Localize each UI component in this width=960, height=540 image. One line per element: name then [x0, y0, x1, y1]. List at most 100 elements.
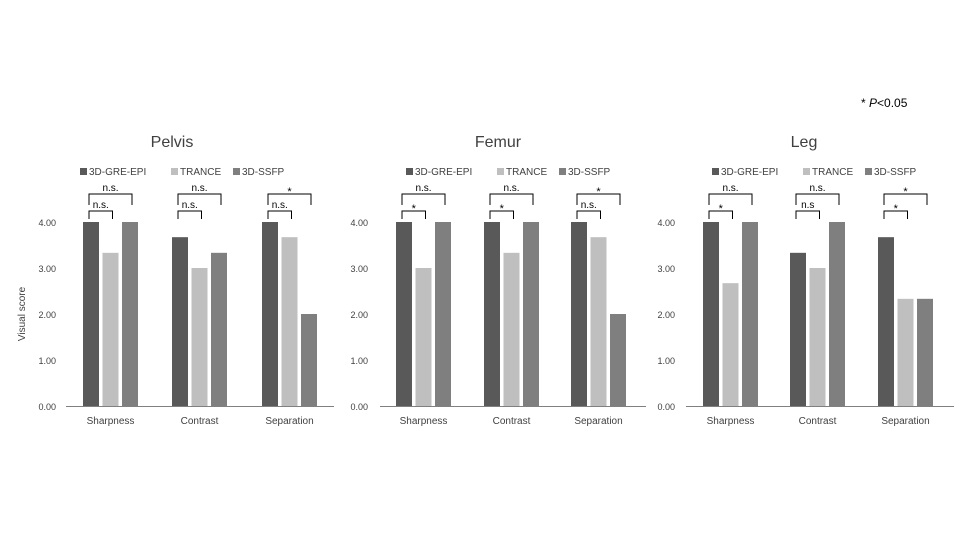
pelvis-bar-sharpness-0: [83, 222, 99, 406]
leg-significance-label: *: [894, 203, 899, 215]
significance-note: * P<0.05: [861, 96, 907, 110]
leg-legend-label-2: 3D-SSFP: [874, 167, 917, 178]
leg-x-tick-label: Sharpness: [707, 416, 755, 427]
pelvis-significance-bracket: [267, 210, 292, 219]
pelvis-bar-sharpness-2: [122, 222, 138, 406]
pelvis-significance-bracket: [88, 193, 133, 205]
femur-significance-bracket: [401, 210, 426, 219]
leg-chart-title: Leg: [791, 134, 818, 151]
pelvis-significance-label: *: [287, 186, 292, 198]
femur-significance-bracket: [489, 193, 534, 205]
leg-legend-swatch-0: [712, 168, 719, 175]
femur-bar-sharpness-0: [396, 222, 412, 406]
leg-bar-separation-1: [897, 298, 914, 406]
femur-chart-title: Femur: [475, 134, 522, 151]
pelvis-legend-swatch-2: [233, 168, 240, 175]
pelvis-significance-bracket: [177, 193, 222, 205]
pelvis-significance-bracket: [88, 210, 113, 219]
pelvis-chart-title: Pelvis: [151, 134, 194, 151]
femur-y-tick-label: 2.00: [350, 310, 368, 320]
femur-x-tick-label: Contrast: [493, 416, 531, 427]
pelvis-legend-swatch-1: [171, 168, 178, 175]
femur-bar-sharpness-1: [415, 268, 432, 406]
femur-y-tick-label: 0.00: [350, 402, 368, 412]
pelvis-bar-contrast-0: [172, 237, 188, 406]
femur-significance-label: *: [500, 203, 505, 215]
pelvis-legend-swatch-0: [80, 168, 87, 175]
leg-bar-sharpness-2: [742, 222, 758, 406]
leg-significance-bracket: [883, 210, 908, 219]
leg-y-tick-label: 2.00: [657, 310, 675, 320]
femur-bar-separation-2: [610, 314, 626, 406]
leg-x-tick-label: Separation: [881, 416, 929, 427]
leg-significance-label: *: [903, 186, 908, 198]
pelvis-bar-separation-2: [301, 314, 317, 406]
femur-legend-swatch-0: [406, 168, 413, 175]
leg-significance-bracket: [708, 193, 753, 205]
pelvis-legend-label-0: 3D-GRE-EPI: [89, 167, 146, 178]
pelvis-significance-bracket: [267, 193, 312, 205]
leg-bar-separation-2: [917, 298, 933, 406]
leg-bar-sharpness-0: [703, 222, 719, 406]
femur-x-tick-label: Sharpness: [400, 416, 448, 427]
femur-y-tick-label: 4.00: [350, 218, 368, 228]
pelvis-legend-label-1: TRANCE: [180, 167, 221, 178]
leg-legend-label-1: TRANCE: [812, 167, 853, 178]
femur-significance-bracket: [401, 193, 446, 205]
leg-legend-label-0: 3D-GRE-EPI: [721, 167, 778, 178]
pelvis-bar-sharpness-1: [102, 252, 119, 406]
leg-significance-label: n.s: [801, 200, 814, 211]
femur-significance-bracket: [489, 210, 514, 219]
leg-significance-bracket: [795, 193, 840, 205]
pelvis-y-tick-label: 2.00: [38, 310, 56, 320]
pelvis-significance-label: n.s.: [272, 200, 288, 211]
leg-significance-bracket: [795, 210, 820, 219]
femur-legend-swatch-2: [559, 168, 566, 175]
leg-bar-contrast-2: [829, 222, 845, 406]
pelvis-bar-separation-1: [281, 237, 298, 406]
pelvis-y-tick-label: 0.00: [38, 402, 56, 412]
pelvis-y-tick-label: 1.00: [38, 356, 56, 366]
note-star: *: [861, 96, 866, 110]
femur-legend-label-0: 3D-GRE-EPI: [415, 167, 472, 178]
femur-y-tick-label: 1.00: [350, 356, 368, 366]
pelvis-significance-label: n.s.: [102, 183, 118, 194]
leg-significance-bracket: [708, 210, 733, 219]
femur-significance-label: n.s.: [415, 183, 431, 194]
leg-y-tick-label: 3.00: [657, 264, 675, 274]
note-p: P: [869, 96, 878, 110]
pelvis-x-tick-label: Contrast: [181, 416, 219, 427]
femur-legend-swatch-1: [497, 168, 504, 175]
pelvis-bar-separation-0: [262, 222, 278, 406]
femur-significance-bracket: [576, 210, 601, 219]
femur-y-tick-label: 3.00: [350, 264, 368, 274]
y-axis-title: Visual score: [17, 286, 28, 341]
femur-legend-label-2: 3D-SSFP: [568, 167, 611, 178]
leg-legend-swatch-1: [803, 168, 810, 175]
leg-significance-label: *: [719, 203, 724, 215]
leg-y-tick-label: 4.00: [657, 218, 675, 228]
pelvis-bar-contrast-2: [211, 252, 227, 406]
femur-bar-contrast-0: [484, 222, 500, 406]
leg-legend-swatch-2: [865, 168, 872, 175]
note-threshold: <0.05: [877, 96, 908, 110]
pelvis-x-tick-label: Separation: [265, 416, 313, 427]
femur-significance-label: n.s.: [581, 200, 597, 211]
femur-bar-contrast-2: [523, 222, 539, 406]
leg-significance-bracket: [883, 193, 928, 205]
pelvis-legend-label-2: 3D-SSFP: [242, 167, 285, 178]
pelvis-bar-contrast-1: [191, 268, 208, 406]
leg-y-tick-label: 0.00: [657, 402, 675, 412]
leg-bar-sharpness-1: [722, 283, 739, 406]
leg-x-tick-label: Contrast: [799, 416, 837, 427]
pelvis-x-tick-label: Sharpness: [87, 416, 135, 427]
femur-significance-label: *: [412, 203, 417, 215]
pelvis-y-tick-label: 3.00: [38, 264, 56, 274]
femur-significance-label: n.s.: [503, 183, 519, 194]
femur-bar-sharpness-2: [435, 222, 451, 406]
femur-significance-label: *: [596, 186, 601, 198]
femur-x-tick-label: Separation: [574, 416, 622, 427]
femur-bar-contrast-1: [503, 252, 520, 406]
leg-bar-separation-0: [878, 237, 894, 406]
leg-significance-label: n.s.: [809, 183, 825, 194]
